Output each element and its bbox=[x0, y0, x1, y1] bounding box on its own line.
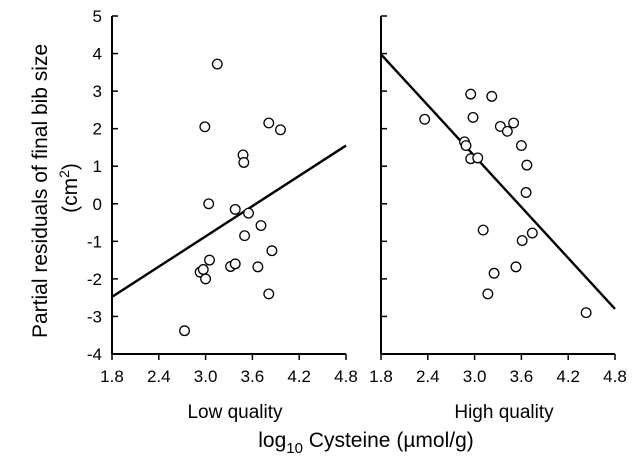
y-tick-label: 4 bbox=[93, 45, 102, 64]
data-point bbox=[238, 157, 250, 168]
y-axis-title: Partial residuals of final bib size (cm2… bbox=[29, 38, 82, 338]
x-tick-label: 4.8 bbox=[334, 367, 358, 386]
x-axis-title-suffix: Cysteine (µmol/g) bbox=[303, 429, 474, 452]
data-point bbox=[460, 140, 472, 152]
panel-high-quality: 1.8 2.4 3.0 3.6 4.2 4.8 High quality bbox=[369, 15, 627, 423]
data-point bbox=[229, 203, 241, 215]
data-point bbox=[239, 230, 251, 242]
data-point bbox=[516, 235, 528, 247]
y-tick-label: 2 bbox=[93, 120, 102, 139]
y-tick-label: 1 bbox=[93, 157, 102, 176]
x-tick-label: 1.8 bbox=[100, 367, 124, 386]
data-point bbox=[520, 187, 532, 198]
y-tick-label: 0 bbox=[93, 195, 102, 214]
x-tick-label: 3.0 bbox=[194, 367, 218, 386]
x-axis-title-subscript: 10 bbox=[286, 440, 303, 457]
y-tick-label: -4 bbox=[87, 345, 102, 364]
x-tick-label: 3.6 bbox=[510, 367, 534, 386]
panel-label: Low quality bbox=[187, 402, 283, 423]
x-tick-label: 2.4 bbox=[416, 367, 440, 386]
data-point bbox=[515, 140, 527, 152]
x-tick-label: 4.8 bbox=[603, 367, 627, 386]
data-point bbox=[204, 254, 215, 266]
x-tick-label: 4.2 bbox=[556, 367, 580, 386]
data-point bbox=[275, 124, 286, 136]
regression-line bbox=[380, 53, 616, 310]
x-tick-label: 2.4 bbox=[147, 367, 171, 386]
data-point bbox=[179, 325, 190, 337]
x-axis-title-prefix: log bbox=[258, 429, 286, 452]
y-axis-title-line2-suffix: ) bbox=[59, 163, 82, 170]
data-point bbox=[580, 307, 592, 319]
data-point bbox=[486, 90, 498, 102]
panel-low-quality: 5 4 3 2 1 0 -1 -2 -3 -4 1.8 2.4 3.0 3.6 4.2 4.8 Low qual… bbox=[87, 7, 358, 423]
data-point bbox=[266, 245, 278, 257]
data-point bbox=[211, 58, 223, 70]
data-point bbox=[521, 159, 533, 171]
x-tick-label: 3.0 bbox=[463, 367, 487, 386]
data-point bbox=[482, 288, 494, 300]
y-axis-title-superscript: 2 bbox=[56, 170, 72, 178]
panel-label: High quality bbox=[454, 402, 554, 423]
regression-line bbox=[111, 144, 347, 298]
data-point bbox=[477, 224, 489, 236]
y-axis-title-line1: Partial residuals of final bib size bbox=[29, 44, 52, 338]
data-point bbox=[200, 273, 212, 285]
data-point bbox=[419, 113, 431, 125]
y-tick-label: -2 bbox=[87, 270, 102, 289]
y-tick-label: 3 bbox=[93, 82, 102, 101]
x-tick-label: 4.2 bbox=[287, 367, 311, 386]
y-tick-label: -1 bbox=[87, 232, 102, 251]
data-point bbox=[501, 125, 513, 137]
data-point bbox=[508, 117, 520, 129]
data-point bbox=[488, 267, 500, 279]
data-point bbox=[197, 264, 209, 275]
data-point bbox=[199, 121, 211, 133]
y-tick-label: 5 bbox=[93, 7, 102, 26]
data-point bbox=[203, 198, 215, 210]
y-tick-label: -3 bbox=[87, 307, 102, 326]
x-tick-label: 1.8 bbox=[369, 367, 393, 386]
data-point bbox=[229, 258, 241, 270]
data-point bbox=[510, 261, 522, 273]
data-point bbox=[472, 152, 484, 164]
data-point bbox=[465, 88, 477, 100]
data-point bbox=[263, 288, 275, 300]
data-point bbox=[263, 117, 275, 129]
data-point bbox=[526, 227, 538, 239]
y-axis-title-line2-prefix: (cm bbox=[59, 178, 82, 213]
x-tick-label: 3.6 bbox=[241, 367, 265, 386]
data-point bbox=[467, 111, 479, 123]
data-point bbox=[243, 207, 254, 219]
x-axis-title: log10 Cysteine (µmol/g) bbox=[258, 429, 474, 457]
data-point bbox=[255, 220, 267, 232]
data-point bbox=[252, 261, 264, 273]
